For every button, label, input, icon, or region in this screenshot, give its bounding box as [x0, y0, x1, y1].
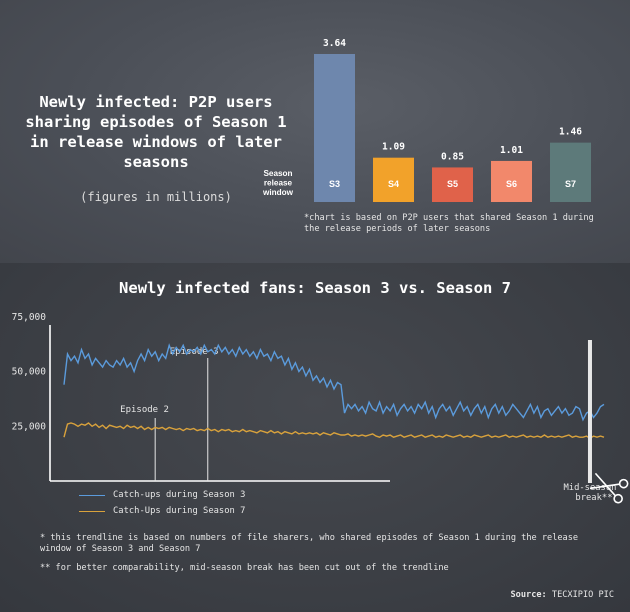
bar-chart: Season release window 3.64 S3 1.09 S4 0.85 S5 1.… [262, 38, 591, 202]
legend-s7-label: Catch-Ups during Season 7 [113, 506, 246, 516]
y-tick-label: 50,000 [12, 367, 47, 378]
source-label: Source: [510, 590, 547, 600]
line-axes [49, 325, 390, 482]
y-tick-label: 25,000 [12, 421, 47, 432]
bar-value-label: 1.01 [500, 145, 523, 156]
line-chart-title: Newly infected fans: Season 3 vs. Season… [119, 279, 511, 297]
mid-season-break-bar [587, 340, 592, 483]
bar-category-label: S5 [447, 179, 458, 189]
bar-category-label: S6 [506, 179, 517, 189]
episode-2-label: Episode 2 [120, 405, 169, 415]
headline-subtitle: (figures in millions) [80, 190, 232, 204]
bar-category-label: S4 [388, 179, 399, 189]
bar-category-label: S3 [329, 179, 340, 189]
bar-value-label: 1.09 [382, 142, 405, 153]
legend-s3: Catch-ups during Season 3 [79, 490, 245, 500]
bar-value-label: 3.64 [323, 38, 346, 49]
bar-category-label: S7 [565, 179, 576, 189]
series-season-7-line [63, 422, 605, 440]
legend-s3-swatch [79, 494, 105, 496]
line-series [63, 343, 605, 440]
bar-s7 [550, 142, 591, 202]
bar-s6 [491, 160, 532, 202]
bar-s5 [432, 167, 473, 202]
legend-s7: Catch-Ups during Season 7 [79, 506, 245, 516]
legend-s3-label: Catch-ups during Season 3 [113, 490, 246, 500]
series-season-3-line [63, 343, 605, 422]
bar-value-label: 1.46 [559, 127, 582, 138]
source-value: TECXIPIO PIC [551, 590, 614, 600]
source-credit: Source: TECXIPIO PIC [511, 590, 615, 600]
y-tick-label: 75,000 [12, 312, 47, 323]
footnote-one: * this trendline is based on numbers of … [40, 533, 579, 554]
bar-s4 [373, 157, 414, 202]
bar-value-label: 0.85 [441, 151, 464, 162]
bars-group: 3.64 S3 1.09 S4 0.85 S5 1.01 S6 1.46 S7 [314, 38, 591, 202]
headline-title: Newly infected: P2P users sharing episod… [25, 93, 287, 171]
bar-s3 [314, 54, 355, 202]
footnote-two: ** for better comparability, mid-season … [40, 563, 449, 573]
line-ticks: 25,000 50,000 75,000 [12, 312, 47, 432]
legend-s7-swatch [79, 510, 105, 512]
scissors-icon [589, 472, 629, 504]
bottom-panel [0, 263, 630, 612]
bar-chart-note: *chart is based on P2P users that shared… [304, 213, 594, 234]
bar-axis-label: Season release window [262, 169, 294, 197]
